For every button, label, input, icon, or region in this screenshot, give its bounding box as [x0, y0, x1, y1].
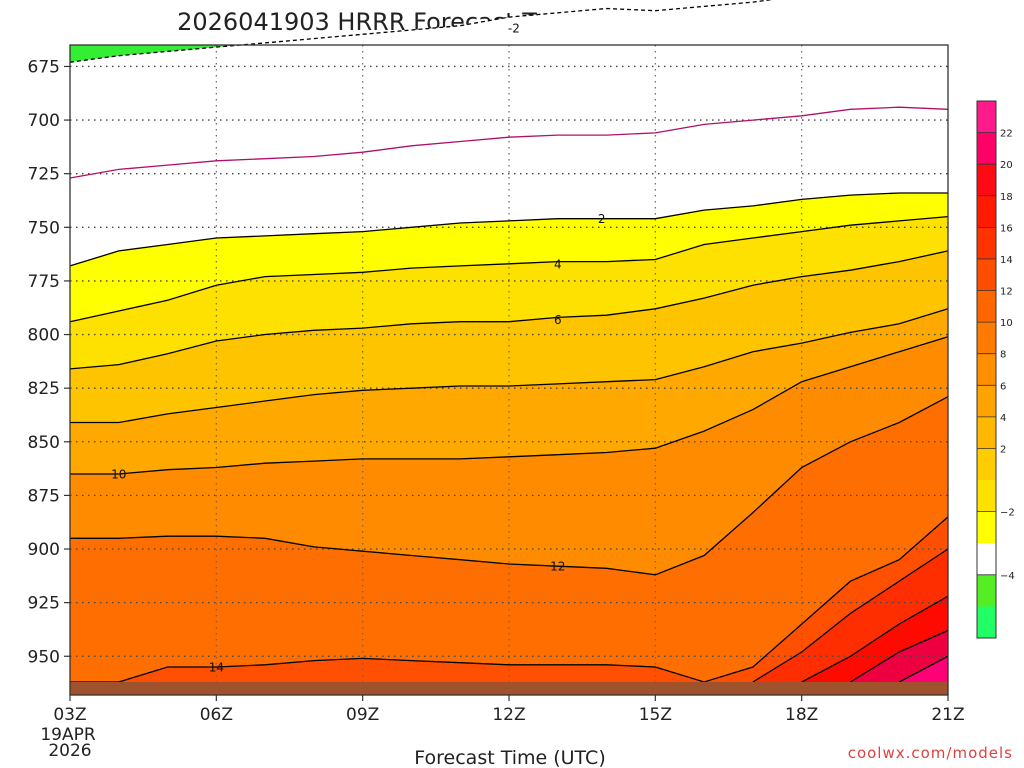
contour-label-14: 14 — [209, 660, 224, 674]
colorbar-segment — [977, 480, 996, 513]
contour-label--2: -2 — [508, 21, 520, 35]
isotherm-4 — [69, 215, 949, 323]
band-18-20 — [70, 596, 948, 682]
colorbar-tick-18: 18 — [1000, 192, 1013, 203]
ytick-label-700: 700 — [28, 111, 60, 131]
contour-label-4: 4 — [554, 257, 562, 271]
colorbar-segment — [977, 290, 996, 323]
ytick-label-850: 850 — [28, 433, 60, 453]
time-axis: 03Z 06Z 09Z 12Z 15Z 18Z 21Z — [53, 695, 965, 725]
ytick-label-950: 950 — [28, 647, 60, 667]
contour-labels: -2 2 4 6 10 12 14 — [111, 21, 606, 674]
colorbar-segment — [977, 322, 996, 355]
band-2-4 — [70, 193, 948, 322]
contour-label-6: 6 — [554, 313, 562, 327]
ytick-label-775: 775 — [28, 272, 60, 292]
band-6-8 — [70, 250, 948, 423]
colorbar-segment — [977, 195, 996, 228]
band-20-22 — [70, 630, 948, 682]
isotherm-16 — [752, 548, 949, 683]
colorbar-segment — [977, 574, 996, 607]
colorbar-tick-6: 6 — [1000, 381, 1006, 392]
ytick-label-750: 750 — [28, 218, 60, 238]
isotherm-18 — [801, 595, 949, 683]
band-12-14 — [70, 396, 948, 682]
xtick-label-06Z: 06Z — [200, 705, 233, 725]
colorbar-tick-14: 14 — [1000, 255, 1013, 266]
isotherm-6 — [69, 250, 949, 370]
credit-text: coolwx.com/models — [848, 744, 1013, 762]
colorbar-tick-8: 8 — [1000, 350, 1006, 361]
isotherm-12 — [70, 396, 949, 576]
colorbar-frame — [976, 100, 997, 639]
colorbar: 22 20 18 16 14 12 10 8 6 4 2 −2 −4 — [976, 100, 1015, 639]
contour-label-2: 2 — [598, 212, 606, 226]
isotherm-0 — [69, 106, 949, 179]
band-0-2 — [70, 107, 948, 266]
xtick-label-18Z: 18Z — [785, 705, 818, 725]
ytick-label-925: 925 — [28, 594, 60, 614]
colorbar-segment — [977, 132, 996, 165]
isotherm-8 — [70, 308, 949, 424]
grid-lines — [70, 45, 948, 695]
colorbar-segment — [977, 448, 996, 481]
colorbar-segment — [977, 416, 996, 449]
colorbar-segment — [977, 606, 996, 639]
colorbar-segment — [977, 511, 996, 544]
xtick-label-03Z: 03Z — [53, 705, 86, 725]
isotherm-20 — [850, 629, 949, 683]
ytick-label-675: 675 — [28, 57, 60, 77]
colorbar-tick-22: 22 — [1000, 129, 1013, 140]
pressure-axis: 675 700 725 750 775 800 825 850 875 900 925 950 — [28, 57, 70, 667]
band-4-6 — [70, 216, 948, 369]
colorbar-tick-2: 2 — [1000, 444, 1006, 455]
isotherm-2 — [69, 192, 948, 267]
colorbar-segment — [977, 227, 996, 260]
colorbar-tick-20: 20 — [1000, 160, 1013, 171]
ytick-label-725: 725 — [28, 165, 60, 185]
isotherm-lines — [69, 0, 949, 683]
xtick-label-09Z: 09Z — [346, 705, 379, 725]
x-axis-label: Forecast Time (UTC) — [414, 747, 605, 768]
band-10-12 — [70, 336, 948, 575]
ytick-label-900: 900 — [28, 540, 60, 560]
isotherm-22 — [898, 655, 949, 683]
band-8-10 — [70, 308, 948, 474]
isotherm-14 — [70, 516, 949, 683]
xtick-label-15Z: 15Z — [639, 705, 672, 725]
colorbar-segment — [977, 101, 996, 134]
ytick-label-875: 875 — [28, 486, 60, 506]
contour-label-12: 12 — [550, 560, 565, 574]
temperature-fill-bands — [70, 0, 948, 695]
ytick-label-825: 825 — [28, 379, 60, 399]
colorbar-tick-12: 12 — [1000, 287, 1013, 298]
colorbar-segment — [977, 353, 996, 386]
colorbar-tick--4: −4 — [1000, 571, 1015, 582]
colorbar-segment — [977, 258, 996, 292]
contour-label-10: 10 — [111, 467, 126, 481]
colorbar-segment — [977, 543, 996, 576]
ytick-label-800: 800 — [28, 326, 60, 346]
colorbar-segment — [977, 385, 996, 418]
xtick-label-21Z: 21Z — [931, 705, 964, 725]
colorbar-tick-16: 16 — [1000, 223, 1013, 234]
colorbar-tick-4: 4 — [1000, 413, 1006, 424]
start-date-year: 2026 — [48, 741, 91, 761]
xtick-label-12Z: 12Z — [492, 705, 525, 725]
ground-strip — [70, 682, 948, 695]
start-date-day: 19APR — [40, 725, 96, 745]
colorbar-segment — [977, 164, 996, 197]
isotherm--2 — [69, 0, 774, 63]
colorbar-tick--2: −2 — [1000, 508, 1015, 519]
colorbar-tick-10: 10 — [1000, 318, 1013, 329]
isotherm-10 — [70, 336, 949, 475]
